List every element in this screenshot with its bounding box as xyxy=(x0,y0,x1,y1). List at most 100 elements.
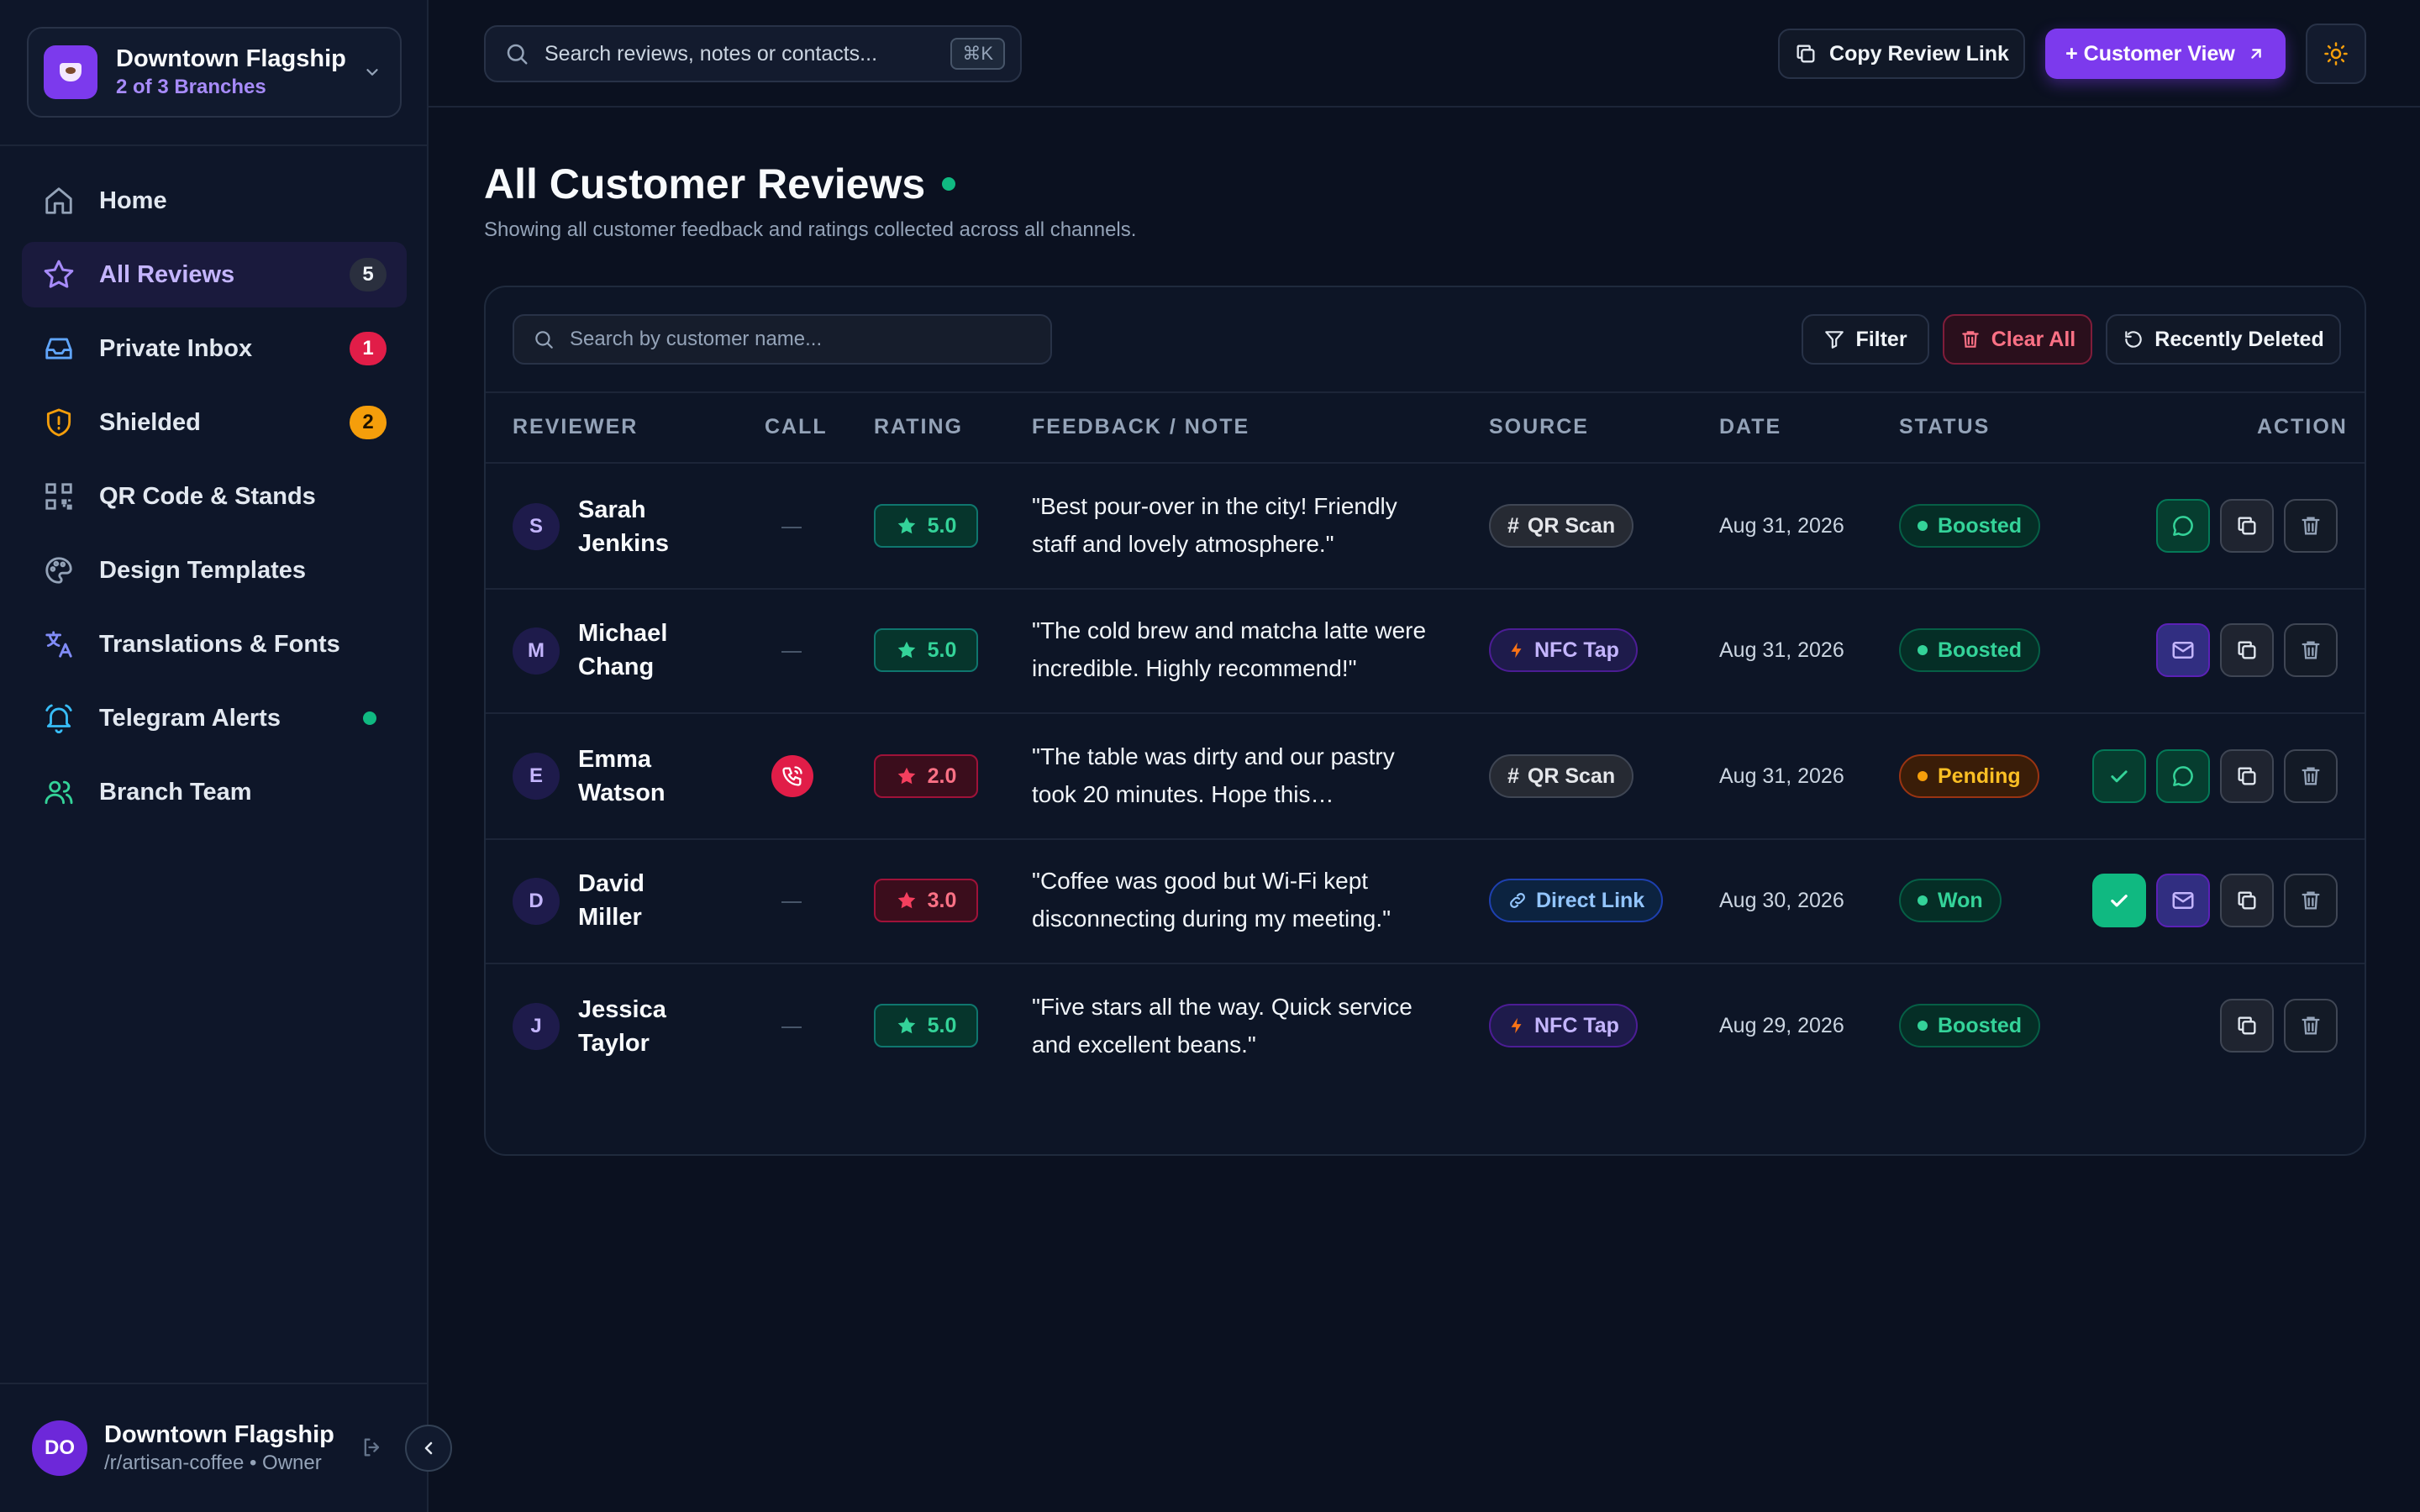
sidebar-item-label: Telegram Alerts xyxy=(99,704,281,732)
logout-icon[interactable] xyxy=(358,1433,387,1462)
delete-button[interactable] xyxy=(2284,749,2338,803)
global-search[interactable]: Search reviews, notes or contacts... ⌘K xyxy=(484,25,1022,82)
customer-view-button[interactable]: + Customer View xyxy=(2045,29,2286,79)
avatar: E xyxy=(513,753,560,800)
reviewer-name: Michael Chang xyxy=(578,620,668,680)
column-header-call: CALL xyxy=(765,415,828,438)
sidebar-item-label: Private Inbox xyxy=(99,334,253,362)
filter-icon xyxy=(1825,331,1844,349)
hash-icon: # xyxy=(1507,513,1519,538)
reviewer-name: Jessica Taylor xyxy=(578,996,666,1057)
users-icon xyxy=(42,775,76,809)
hash-icon: # xyxy=(1507,764,1519,788)
review-date: Aug 29, 2026 xyxy=(1719,1014,1844,1037)
sidebar-item-qr-code[interactable]: QR Code & Stands xyxy=(22,464,407,529)
avatar: J xyxy=(513,1003,560,1050)
reviewer-name: Emma Watson xyxy=(578,746,666,806)
profile-subtitle: /r/artisan-coffee • Owner xyxy=(104,1452,322,1474)
lightning-icon xyxy=(1511,642,1522,659)
sidebar-item-label: QR Code & Stands xyxy=(99,482,316,510)
reply-button[interactable] xyxy=(2156,749,2210,803)
star-icon xyxy=(42,258,76,291)
reviewer-name: David Miller xyxy=(578,870,644,931)
feedback-text: "The cold brew and matcha latte were inc… xyxy=(1032,617,1427,681)
theme-toggle-button[interactable] xyxy=(2306,24,2366,84)
column-header-date: DATE xyxy=(1719,415,1782,438)
lightning-icon xyxy=(1511,1017,1522,1034)
copy-button[interactable] xyxy=(2220,623,2274,677)
status-badge: Pending xyxy=(1899,754,2039,798)
star-icon xyxy=(897,891,915,909)
count-badge: 1 xyxy=(350,332,387,365)
copy-button[interactable] xyxy=(2220,999,2274,1053)
approve-button[interactable] xyxy=(2092,749,2146,803)
call-empty xyxy=(781,901,802,903)
sidebar-item-private-inbox[interactable]: Private Inbox 1 xyxy=(22,316,407,381)
feedback-text: "Best pour-over in the city! Friendly st… xyxy=(1032,493,1397,557)
trash-icon xyxy=(2302,517,2320,535)
status-badge: Boosted xyxy=(1899,1004,2040,1047)
source-badge: # QR Scan xyxy=(1489,504,1634,548)
rating-badge: 5.0 xyxy=(874,1004,978,1047)
delete-button[interactable] xyxy=(2284,623,2338,677)
source-badge: NFC Tap xyxy=(1489,628,1638,672)
email-button[interactable] xyxy=(2156,874,2210,927)
status-badge: Boosted xyxy=(1899,628,2040,672)
sidebar-item-design-templates[interactable]: Design Templates xyxy=(22,538,407,603)
collapse-sidebar-button[interactable] xyxy=(405,1425,452,1472)
copy-button[interactable] xyxy=(2220,499,2274,553)
column-header-reviewer: REVIEWER xyxy=(513,415,639,438)
delete-button[interactable] xyxy=(2284,874,2338,927)
recently-deleted-button[interactable]: Recently Deleted xyxy=(2106,314,2341,365)
copy-button[interactable] xyxy=(2220,874,2274,927)
column-header-status: STATUS xyxy=(1899,415,1991,438)
sun-icon xyxy=(2324,42,2348,66)
column-header-rating: RATING xyxy=(874,415,963,438)
sidebar-item-all-reviews[interactable]: All Reviews 5 xyxy=(22,242,407,307)
email-button[interactable] xyxy=(2156,623,2210,677)
divider xyxy=(486,838,2365,840)
divider xyxy=(486,963,2365,964)
source-badge: NFC Tap xyxy=(1489,1004,1638,1047)
rating-badge: 5.0 xyxy=(874,504,978,548)
status-dot xyxy=(363,711,376,725)
profile-name: Downtown Flagship xyxy=(104,1421,334,1448)
trash-icon xyxy=(2302,891,2320,910)
sidebar-item-shielded[interactable]: Shielded 2 xyxy=(22,390,407,455)
copy-button[interactable] xyxy=(2220,749,2274,803)
divider xyxy=(486,588,2365,590)
palette-icon xyxy=(42,554,76,587)
translate-icon xyxy=(42,627,76,661)
feedback-text: "The table was dirty and our pastry took… xyxy=(1032,743,1395,807)
copy-review-link-button[interactable]: Copy Review Link xyxy=(1778,29,2025,79)
call-button[interactable] xyxy=(771,755,813,797)
sidebar-item-home[interactable]: Home xyxy=(22,168,407,234)
chat-bubble-icon xyxy=(2173,766,2193,786)
copy-icon xyxy=(1797,45,1815,63)
sidebar-item-translations[interactable]: Translations & Fonts xyxy=(22,612,407,677)
approve-button[interactable] xyxy=(2092,874,2146,927)
sidebar-item-telegram-alerts[interactable]: Telegram Alerts xyxy=(22,685,407,751)
customer-search[interactable]: Search by customer name... xyxy=(513,314,1052,365)
mail-icon xyxy=(2172,642,2194,659)
filter-button[interactable]: Filter xyxy=(1802,314,1929,365)
chevron-down-icon xyxy=(360,60,385,85)
clear-all-button[interactable]: Clear All xyxy=(1943,314,2092,365)
keyboard-shortcut: ⌘K xyxy=(950,38,1005,70)
status-badge: Boosted xyxy=(1899,504,2040,548)
user-profile[interactable]: DO Downtown Flagship /r/artisan-coffee •… xyxy=(32,1420,334,1477)
star-icon xyxy=(897,641,915,659)
search-input[interactable]: Search reviews, notes or contacts... xyxy=(544,41,878,66)
source-badge: # QR Scan xyxy=(1489,754,1634,798)
chevron-left-icon xyxy=(424,1441,433,1455)
search-input[interactable]: Search by customer name... xyxy=(570,328,823,350)
external-arrow-icon xyxy=(2251,49,2261,59)
branch-switcher[interactable]: Downtown Flagship 2 of 3 Branches xyxy=(27,27,402,118)
avatar: M xyxy=(513,627,560,675)
reply-button[interactable] xyxy=(2156,499,2210,553)
sidebar-item-branch-team[interactable]: Branch Team xyxy=(22,759,407,825)
delete-button[interactable] xyxy=(2284,999,2338,1053)
restore-icon xyxy=(2125,331,2142,348)
column-header-feedback: FEEDBACK / NOTE xyxy=(1032,415,1250,438)
delete-button[interactable] xyxy=(2284,499,2338,553)
